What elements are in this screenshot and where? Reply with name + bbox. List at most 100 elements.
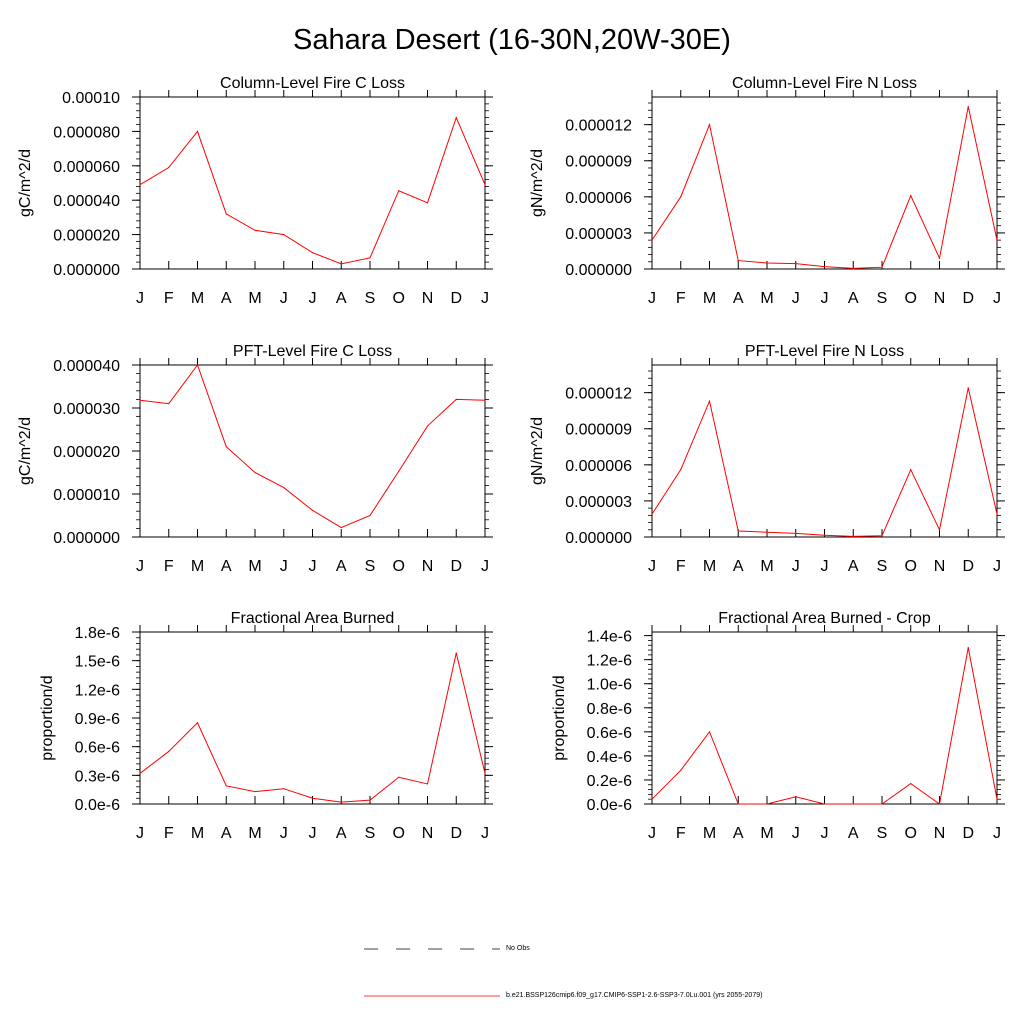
x-tick-label: J — [309, 290, 317, 307]
y-tick-label: 1.0e-6 — [587, 677, 632, 694]
plot-title: Fractional Area Burned - Crop — [718, 610, 931, 627]
x-tick-label: J — [993, 558, 1001, 575]
x-tick-label: J — [993, 290, 1001, 307]
x-tick-label: O — [905, 825, 917, 842]
plot-title: Column-Level Fire C Loss — [220, 75, 405, 92]
data-point — [823, 803, 826, 805]
y-tick-label: 1.4e-6 — [587, 629, 632, 646]
data-point — [680, 469, 682, 471]
data-point — [852, 803, 854, 805]
data-point — [484, 772, 486, 775]
data-point — [795, 532, 797, 534]
x-tick-label: D — [450, 558, 462, 575]
data-point — [369, 799, 371, 801]
x-tick-label: D — [450, 290, 462, 307]
y-axis-label: gN/m^2/d — [529, 149, 546, 217]
x-tick-label: M — [703, 825, 716, 842]
y-tick-label: 0.000020 — [53, 444, 120, 461]
x-tick-label: A — [221, 290, 232, 307]
y-tick-label: 1.2e-6 — [75, 682, 120, 699]
x-tick-label: M — [191, 825, 204, 842]
data-point — [225, 785, 227, 787]
x-tick-label: M — [760, 825, 773, 842]
data-point — [967, 387, 969, 389]
x-tick-label: J — [792, 290, 800, 307]
y-tick-label: 0.000000 — [565, 262, 632, 279]
y-tick-label: 0.000020 — [53, 228, 120, 245]
x-tick-label: M — [703, 558, 716, 575]
data-point — [484, 399, 486, 401]
y-tick-label: 0.00010 — [62, 90, 120, 107]
x-tick-label: J — [309, 825, 317, 842]
data-point — [311, 509, 314, 511]
plot-title: Fractional Area Burned — [231, 610, 395, 627]
x-tick-label: A — [221, 825, 232, 842]
y-tick-label: 0.000060 — [53, 159, 120, 176]
plot-title: PFT-Level Fire N Loss — [745, 343, 904, 360]
x-tick-label: O — [393, 290, 405, 307]
y-tick-label: 0.4e-6 — [587, 749, 632, 766]
data-point — [708, 731, 711, 733]
y-tick-label: 0.6e-6 — [587, 725, 632, 742]
data-point — [426, 425, 429, 427]
x-tick-label: A — [733, 558, 744, 575]
y-tick-label: 0.000000 — [53, 530, 120, 547]
x-tick-label: M — [248, 290, 261, 307]
x-tick-label: N — [422, 290, 434, 307]
y-tick-label: 1.5e-6 — [75, 654, 120, 671]
y-tick-label: 0.000000 — [53, 262, 120, 279]
x-tick-label: S — [365, 825, 376, 842]
data-point — [967, 647, 969, 649]
y-axis-label: gC/m^2/d — [17, 149, 34, 217]
data-point — [996, 798, 998, 800]
x-tick-label: A — [848, 825, 859, 842]
data-point — [283, 234, 285, 236]
data-point — [426, 783, 429, 785]
x-tick-label: F — [676, 290, 686, 307]
data-point — [938, 803, 941, 805]
x-tick-label: A — [336, 825, 347, 842]
chart-panel-6: Fractional Area Burned - Crop proportion/… — [551, 610, 1005, 842]
x-tick-label: A — [336, 558, 347, 575]
data-point — [196, 722, 199, 724]
y-tick-label: 1.2e-6 — [587, 653, 632, 670]
x-tick-label: M — [248, 558, 261, 575]
x-tick-label: D — [962, 558, 974, 575]
y-tick-label: 0.000040 — [53, 193, 120, 210]
y-tick-label: 0.000006 — [565, 190, 632, 207]
data-point — [795, 796, 797, 798]
y-tick-label: 0.000030 — [53, 401, 120, 418]
data-point — [766, 803, 768, 805]
x-tick-label: O — [905, 558, 917, 575]
x-tick-label: J — [792, 558, 800, 575]
x-tick-label: O — [905, 290, 917, 307]
x-tick-label: A — [848, 290, 859, 307]
data-point — [910, 195, 912, 197]
x-tick-label: M — [191, 290, 204, 307]
x-tick-label: M — [191, 558, 204, 575]
x-tick-label: O — [393, 558, 405, 575]
x-tick-label: J — [309, 558, 317, 575]
y-tick-label: 0.6e-6 — [75, 740, 120, 757]
data-point — [910, 782, 912, 785]
data-point — [340, 801, 342, 803]
data-point — [881, 535, 883, 537]
x-tick-label: N — [934, 825, 946, 842]
data-point — [311, 252, 314, 254]
x-tick-label: N — [934, 290, 946, 307]
x-tick-label: F — [676, 825, 686, 842]
x-tick-label: J — [280, 290, 288, 307]
data-point — [139, 772, 141, 775]
x-tick-label: J — [792, 825, 800, 842]
y-tick-label: 0.0e-6 — [75, 797, 120, 814]
y-axis-label: gC/m^2/d — [17, 417, 34, 485]
data-point — [766, 262, 768, 264]
data-point — [426, 202, 429, 204]
data-point — [881, 803, 883, 805]
y-tick-label: 1.8e-6 — [75, 625, 120, 642]
